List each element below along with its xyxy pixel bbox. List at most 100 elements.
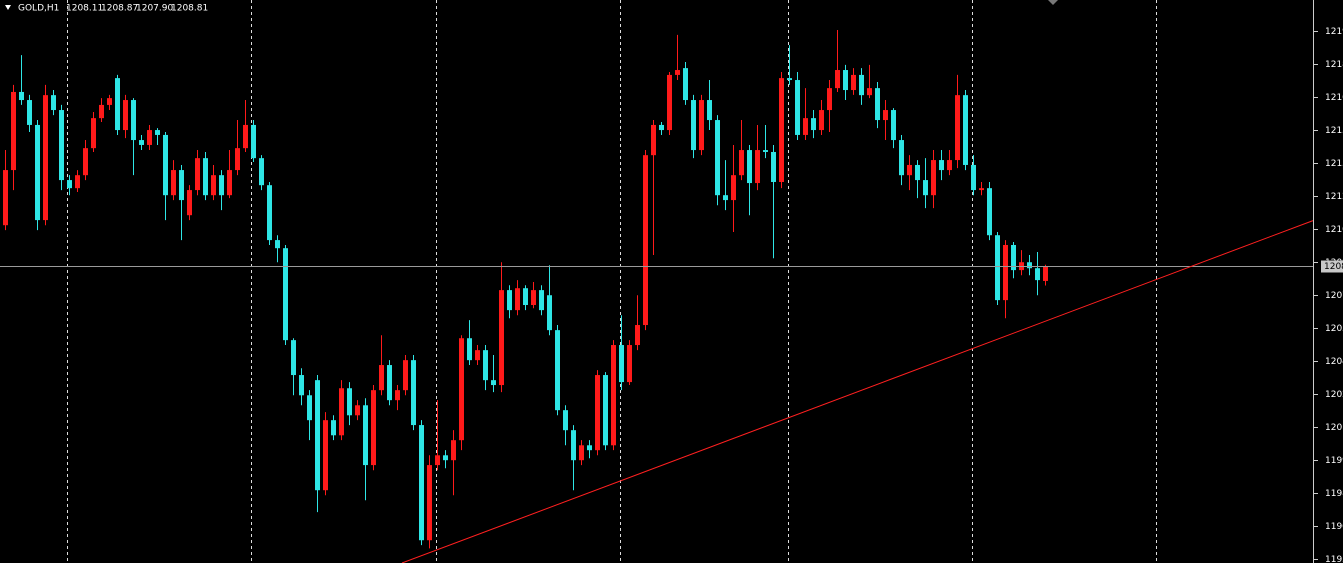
candle-body [1035,268,1040,281]
candle-body [723,195,728,201]
candle-body [259,158,264,186]
candle-body [395,390,400,401]
candle-body [11,91,16,171]
candle-body [595,375,600,451]
candle-body [515,288,520,311]
candle-body [75,175,80,189]
candle-body [299,375,304,396]
y-tick-label: 1195.05 [1325,555,1343,563]
candle-body [211,175,216,196]
y-tick-label: 1213.65 [1325,159,1343,169]
y-tick-label: 1219.85 [1325,27,1343,37]
candle-body [203,158,208,196]
candle-body [939,160,944,171]
candle-body [291,340,296,376]
candle-body [715,120,720,196]
candle-body [195,158,200,191]
candle-body [139,140,144,145]
candle-body [251,124,256,159]
price-label-box [1321,260,1343,273]
y-tick-label: 1207.45 [1325,291,1343,301]
candle-body [331,420,336,436]
candle-body [643,155,648,326]
candle-body [467,338,472,361]
y-tick-label: 1215.20 [1325,126,1343,136]
candle-body [51,95,56,111]
shift-marker[interactable] [1048,0,1058,5]
y-tick-label: 1216.75 [1325,93,1343,103]
candle-body [427,465,432,541]
y-tick-label: 1202.80 [1325,390,1343,400]
candle-body [963,95,968,165]
candle-body [883,110,888,121]
candle-body [995,235,1000,301]
candle-body [547,295,552,331]
candle-body [523,288,528,306]
candle-body [755,150,760,184]
candle-body [747,150,752,184]
candle-body [179,170,184,201]
candle-body [19,91,24,101]
candle-body [1011,244,1016,271]
open-value: 1208.11 [66,4,103,14]
candle-body [347,388,352,416]
candle-body [875,88,880,121]
candle-body [27,100,32,125]
candle-body [947,160,952,171]
chart-title: GOLD,H1 [18,4,59,14]
high-value: 1208.87 [101,4,138,14]
y-tick-label: 1198.15 [1325,489,1343,499]
candle-body [539,290,544,311]
candle-body [739,150,744,176]
candle-body [579,445,584,461]
trend-line [401,220,1314,563]
candle-body [243,124,248,149]
candle-body [795,80,800,135]
candle-body [531,290,536,306]
candle-body [979,188,984,191]
candle-body [851,74,856,91]
candle-body [603,375,608,446]
candle-body [659,124,664,131]
y-tick-label: 1210.55 [1325,225,1343,235]
candle-body [827,88,832,111]
candle-body [835,70,840,89]
y-tick-label: 1205.90 [1325,324,1343,334]
candle-body [171,170,176,196]
y-tick-label: 1196.60 [1325,522,1343,532]
candle-body [315,380,320,491]
candle-body [667,74,672,131]
period-separators [67,0,1157,563]
candle-body [763,150,768,152]
candle-body [403,360,408,391]
candle-body [683,68,688,101]
y-tick-label: 1204.35 [1325,357,1343,367]
candle-body [867,88,872,96]
candle-body [459,338,464,441]
candle-body [155,130,160,135]
candle-body [163,134,168,196]
candle-body [235,148,240,171]
candle-body [803,118,808,135]
candle-body [307,395,312,421]
candle-body [843,70,848,91]
candle-body [387,365,392,401]
candle-body [91,118,96,149]
candle-body [67,180,72,189]
candle-body [35,124,40,221]
menu-arrow[interactable] [5,5,11,10]
candle-body [131,100,136,141]
candle-body [435,455,440,466]
candle-body [955,95,960,161]
candle-body [923,180,928,196]
candle-body [363,405,368,466]
candle-body [787,78,792,81]
y-tick-label: 1199.70 [1325,456,1343,466]
candles [0,30,1313,549]
candle-body [611,345,616,446]
candle-body [355,405,360,416]
candle-body [779,78,784,182]
candle-body [731,175,736,201]
